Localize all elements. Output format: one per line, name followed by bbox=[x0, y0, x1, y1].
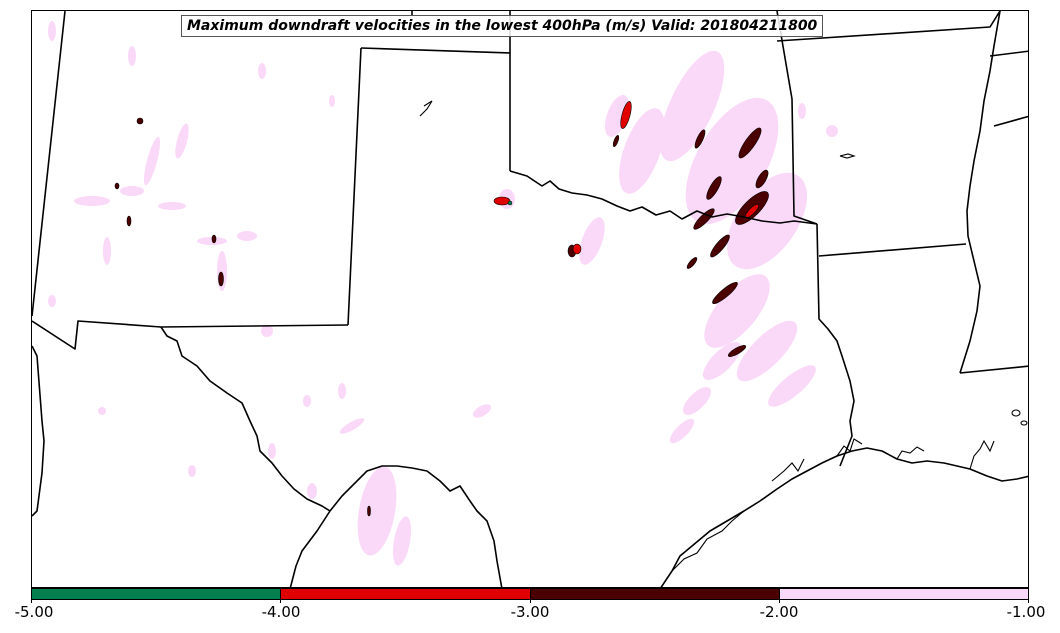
colorbar-tick-label-3: -3.00 bbox=[510, 603, 550, 621]
colorbar-tick-label-1: -5.00 bbox=[14, 603, 54, 621]
colorbar-tick-2 bbox=[280, 600, 281, 603]
colorbar-tick-3 bbox=[530, 600, 531, 603]
colorbar-bin-3 bbox=[529, 589, 779, 599]
map-title: Maximum downdraft velocities in the lowe… bbox=[181, 15, 824, 37]
downdraft-field-extreme bbox=[507, 200, 513, 206]
colorbar-tick-1 bbox=[31, 600, 32, 603]
colorbar-bin-4 bbox=[778, 589, 1028, 599]
colorbar-tick-label-5: -1.00 bbox=[1006, 603, 1046, 621]
colorbar-tick-label-4: -2.00 bbox=[759, 603, 799, 621]
colorbar-tick-4 bbox=[779, 600, 780, 603]
map-panel bbox=[31, 10, 1029, 588]
colorbar bbox=[31, 588, 1029, 600]
downdraft-field-strong bbox=[493, 101, 760, 255]
colorbar-bin-2 bbox=[280, 589, 530, 599]
coastline-detail bbox=[419, 100, 1028, 572]
map-canvas bbox=[32, 11, 1028, 587]
colorbar-tick-5 bbox=[1028, 600, 1029, 603]
downdraft-field-moderate bbox=[114, 117, 769, 517]
colorbar-bin-1 bbox=[32, 589, 281, 599]
state-boundaries bbox=[32, 11, 1028, 587]
colorbar-tick-label-2: -4.00 bbox=[261, 603, 301, 621]
